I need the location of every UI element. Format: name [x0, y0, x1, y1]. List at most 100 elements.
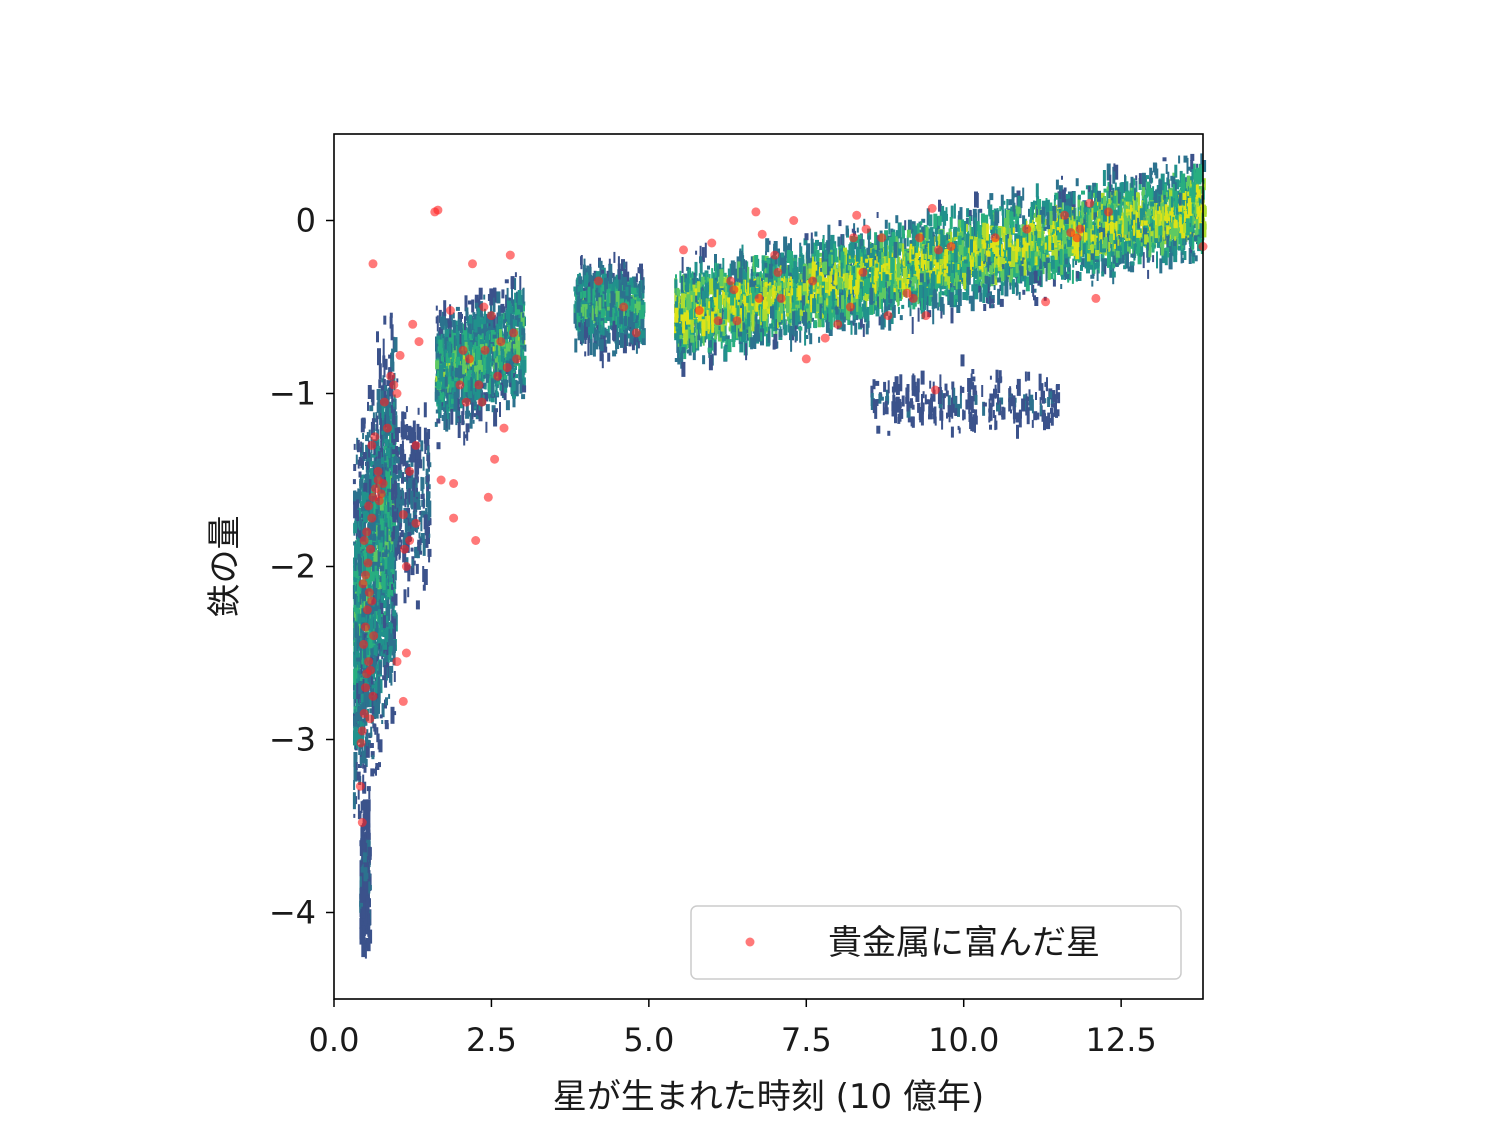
heatmap-cell	[376, 537, 379, 546]
heatmap-cell	[475, 347, 479, 365]
heatmap-cell	[587, 338, 590, 356]
heatmap-cell	[516, 309, 521, 315]
heatmap-cell	[465, 423, 470, 433]
heatmap-cell	[510, 339, 513, 350]
heatmap-cell	[358, 585, 361, 601]
heatmap-cell	[1100, 253, 1104, 262]
heatmap-cell	[453, 345, 458, 359]
heatmap-cell	[518, 369, 523, 385]
heatmap-cell	[377, 400, 382, 413]
heatmap-cell	[364, 759, 367, 764]
heatmap-cell	[602, 308, 606, 316]
heatmap-cell	[437, 396, 441, 402]
heatmap-cell	[624, 295, 629, 300]
heatmap-cell	[375, 610, 379, 619]
heatmap-cell	[1081, 190, 1085, 195]
heatmap-cell	[640, 269, 644, 281]
heatmap-cell	[363, 513, 366, 528]
heatmap-cell	[407, 502, 410, 508]
heatmap-cell	[392, 464, 397, 473]
heatmap-cell	[489, 371, 493, 378]
heatmap-cell	[381, 703, 385, 718]
heatmap-cell	[439, 315, 442, 326]
heatmap-cell	[370, 493, 373, 511]
heatmap-cell	[391, 348, 395, 366]
heatmap-cell	[388, 543, 391, 550]
heatmap-cell	[381, 385, 385, 392]
heatmap-cell	[371, 755, 375, 760]
heatmap-cell	[369, 405, 374, 412]
heatmap-cell	[401, 472, 404, 484]
heatmap-cell	[372, 578, 377, 595]
heatmap-cell	[494, 408, 498, 413]
heatmap-cell	[366, 549, 369, 565]
heatmap-cell	[466, 410, 471, 417]
heatmap-cell	[366, 786, 371, 792]
heatmap-cell	[387, 662, 390, 678]
heatmap-cell	[482, 382, 487, 387]
heatmap-cell	[353, 557, 356, 565]
heatmap-cell	[468, 319, 473, 324]
heatmap-cell	[388, 669, 392, 683]
heatmap-cell	[393, 539, 398, 545]
heatmap-cell	[355, 454, 358, 465]
heatmap-cell	[367, 401, 369, 411]
heatmap-cell	[374, 702, 379, 719]
heatmap-cell	[1114, 164, 1119, 180]
heatmap-cell	[457, 318, 461, 331]
heatmap-cell	[415, 492, 419, 498]
heatmap-cell	[439, 367, 444, 379]
heatmap-cell	[444, 337, 447, 350]
heatmap-cell	[516, 305, 520, 310]
heatmap-cell	[448, 327, 451, 334]
heatmap-cell	[580, 306, 584, 313]
heatmap-cell	[353, 780, 356, 790]
heatmap-cell	[357, 521, 360, 528]
heatmap-cell	[602, 301, 607, 310]
heatmap-cell	[414, 507, 417, 521]
heatmap-cell	[467, 320, 472, 333]
heatmap-cell	[393, 415, 398, 431]
heatmap-cell	[371, 768, 376, 774]
heatmap-cell	[374, 680, 378, 698]
heatmap-cell	[390, 552, 395, 570]
heatmap-cell	[394, 481, 398, 499]
heatmap-cell	[465, 434, 468, 439]
heatmap-cell	[399, 455, 404, 465]
heatmap-cell	[481, 328, 486, 336]
heatmap-cell	[355, 692, 358, 708]
heatmap-cell	[621, 259, 625, 272]
heatmap-cell	[365, 444, 369, 454]
heatmap-cell	[385, 667, 388, 681]
heatmap-cell	[503, 319, 507, 324]
heatmap-cell	[485, 331, 489, 346]
heatmap-cell	[469, 369, 474, 373]
heatmap-cell	[361, 632, 365, 640]
heatmap-cell	[590, 275, 594, 287]
heatmap-cell	[406, 474, 408, 489]
heatmap-cell	[358, 681, 363, 694]
heatmap-cell	[385, 402, 388, 412]
heatmap-cell	[602, 325, 605, 342]
heatmap-cell	[416, 462, 420, 475]
heatmap-cell	[416, 476, 419, 483]
heatmap-cell	[367, 582, 372, 593]
heatmap-cell	[507, 307, 511, 324]
heatmap-cell	[384, 526, 387, 535]
heatmap-cell	[603, 346, 608, 353]
heatmap-cell	[403, 425, 408, 440]
heatmap-cell	[443, 300, 447, 317]
heatmap-cell	[436, 364, 440, 376]
heatmap-cell	[634, 318, 638, 323]
heatmap-cell	[375, 694, 379, 704]
heatmap-cell	[423, 514, 428, 530]
heatmap-cell	[511, 319, 516, 336]
heatmap-cell	[641, 316, 645, 322]
heatmap-cell	[381, 600, 386, 609]
heatmap-cell	[617, 283, 622, 297]
heatmap-cell	[581, 279, 584, 297]
heatmap-cell	[636, 338, 641, 343]
heatmap-cell	[1075, 178, 1079, 187]
heatmap-cell	[952, 278, 955, 292]
heatmap-cell	[989, 193, 994, 201]
